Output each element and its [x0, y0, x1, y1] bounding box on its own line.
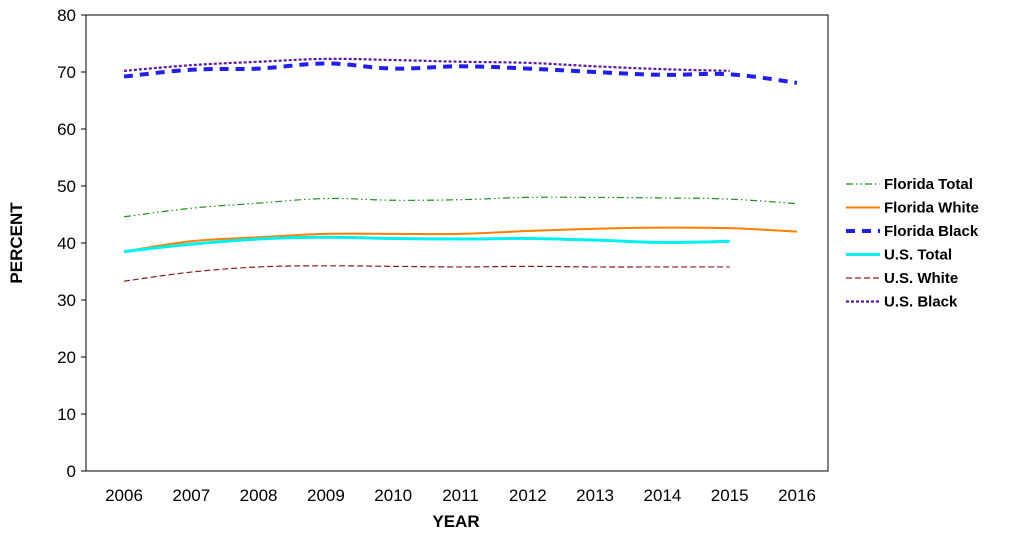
x-axis-title: YEAR	[432, 512, 479, 531]
y-tick-label: 20	[57, 348, 76, 367]
y-tick-label: 80	[57, 6, 76, 25]
series-line-3	[123, 235, 730, 254]
legend: Florida Total Florida White Florida Black U…	[846, 176, 979, 311]
y-tick-label: 10	[57, 405, 76, 424]
x-axis: 2006 2007 2008 2009 2010 2011 2012 2013 2014 2015…	[105, 486, 816, 505]
series-line-2	[123, 61, 798, 85]
y-tick-label: 70	[57, 63, 76, 82]
series-layer	[123, 57, 798, 282]
legend-label: Florida White	[884, 200, 979, 217]
y-tick-label: 50	[57, 177, 76, 196]
x-tick-label: 2015	[711, 486, 749, 505]
x-tick-label: 2008	[240, 486, 278, 505]
y-tick-label: 40	[57, 234, 76, 253]
x-tick-label: 2010	[374, 486, 412, 505]
legend-label: U.S. White	[884, 270, 958, 287]
legend-label: U.S. Total	[884, 247, 952, 264]
x-tick-label: 2012	[509, 486, 547, 505]
x-tick-label: 2016	[778, 486, 816, 505]
x-tick-label: 2006	[105, 486, 143, 505]
x-tick-label: 2013	[576, 486, 614, 505]
series-line-1	[123, 226, 798, 253]
y-tick-label: 60	[57, 120, 76, 139]
y-tick-label: 0	[67, 462, 76, 481]
x-tick-label: 2011	[442, 486, 479, 505]
x-tick-label: 2014	[643, 486, 681, 505]
y-axis-title: PERCENT	[7, 202, 26, 284]
y-tick-label: 30	[57, 291, 76, 310]
x-tick-label: 2007	[172, 486, 210, 505]
series-line-5	[123, 57, 730, 72]
series-line-0	[123, 196, 798, 218]
legend-label: Florida Black	[884, 223, 979, 240]
legend-label: U.S. Black	[884, 294, 958, 311]
x-tick-label: 2009	[307, 486, 345, 505]
y-axis: 0 10 20 30 40 50 60 70 80	[57, 6, 86, 481]
series-line-4	[123, 265, 730, 282]
legend-label: Florida Total	[884, 176, 973, 193]
